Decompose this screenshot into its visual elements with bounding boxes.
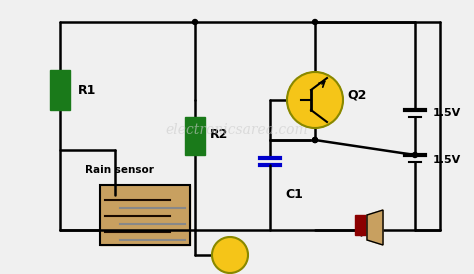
Text: C1: C1: [285, 189, 303, 201]
Bar: [100, 185, 190, 245]
Bar: [50, 70, 70, 110]
Text: electronicsarea.com: electronicsarea.com: [166, 123, 308, 137]
Circle shape: [312, 138, 318, 142]
Circle shape: [412, 153, 418, 158]
Text: R1: R1: [78, 84, 96, 96]
Bar: [185, 117, 205, 155]
Text: Rain sensor: Rain sensor: [85, 165, 154, 175]
Bar: [355, 215, 367, 235]
Circle shape: [287, 72, 343, 128]
Circle shape: [312, 138, 318, 142]
Text: 1.5V: 1.5V: [433, 108, 461, 118]
Circle shape: [312, 19, 318, 24]
Text: Q2: Q2: [347, 89, 366, 101]
Circle shape: [192, 19, 198, 24]
Polygon shape: [367, 210, 383, 245]
Circle shape: [212, 237, 248, 273]
Text: 1.5V: 1.5V: [433, 155, 461, 165]
Bar: [100, 185, 190, 245]
Text: R2: R2: [210, 129, 228, 141]
